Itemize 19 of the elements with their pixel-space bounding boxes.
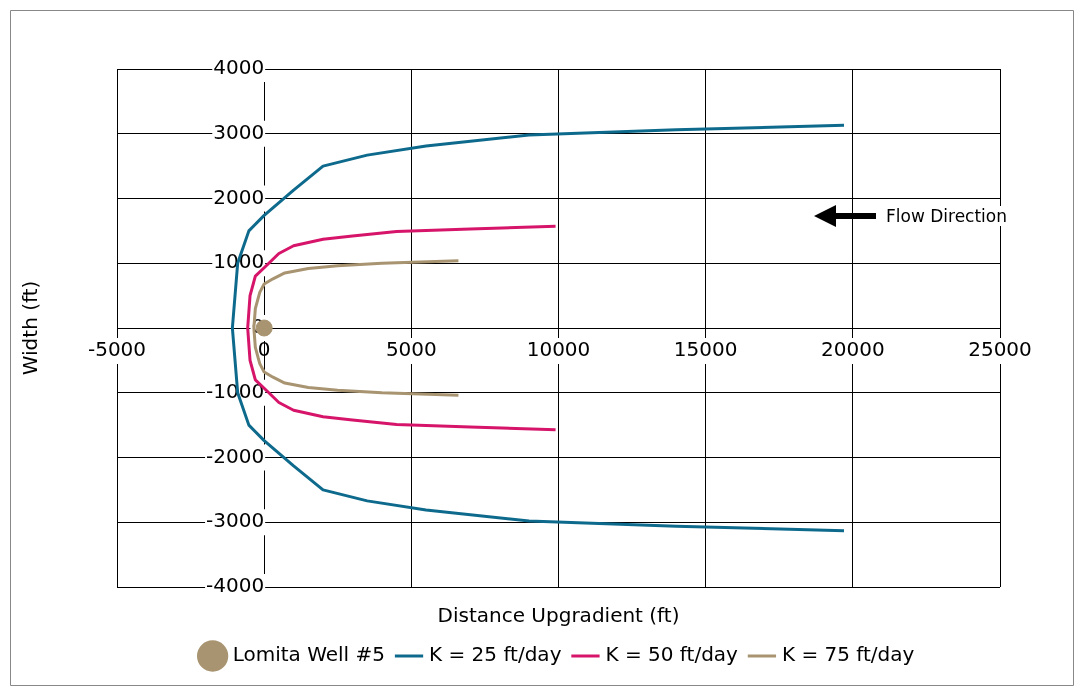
x-tick-label: 15000: [673, 337, 738, 362]
y-tick-label: 3000: [213, 119, 265, 144]
x-tick-label: 10000: [526, 337, 591, 362]
x-axis-title: Distance Upgradient (ft): [437, 603, 680, 628]
x-tick-label: 5000: [385, 337, 437, 362]
legend-label: K = 50 ft/day: [605, 642, 739, 667]
y-tick-label: -3000: [206, 508, 265, 533]
x-tick-label: 20000: [821, 337, 885, 362]
x-tick-label: 25000: [968, 337, 1032, 362]
y-tick-label: -2000: [206, 443, 265, 468]
legend-label: K = 75 ft/day: [781, 642, 915, 667]
y-tick-label: -4000: [206, 573, 265, 598]
x-tick-label: -5000: [87, 337, 147, 362]
y-tick-label: 2000: [213, 184, 265, 209]
y-tick-label: 4000: [213, 55, 265, 80]
legend-label: Lomita Well #5: [232, 642, 386, 667]
y-axis-title: Width (ft): [18, 280, 43, 376]
legend-label: K = 25 ft/day: [429, 642, 562, 667]
annotation: Flow Direction: [884, 206, 1010, 226]
